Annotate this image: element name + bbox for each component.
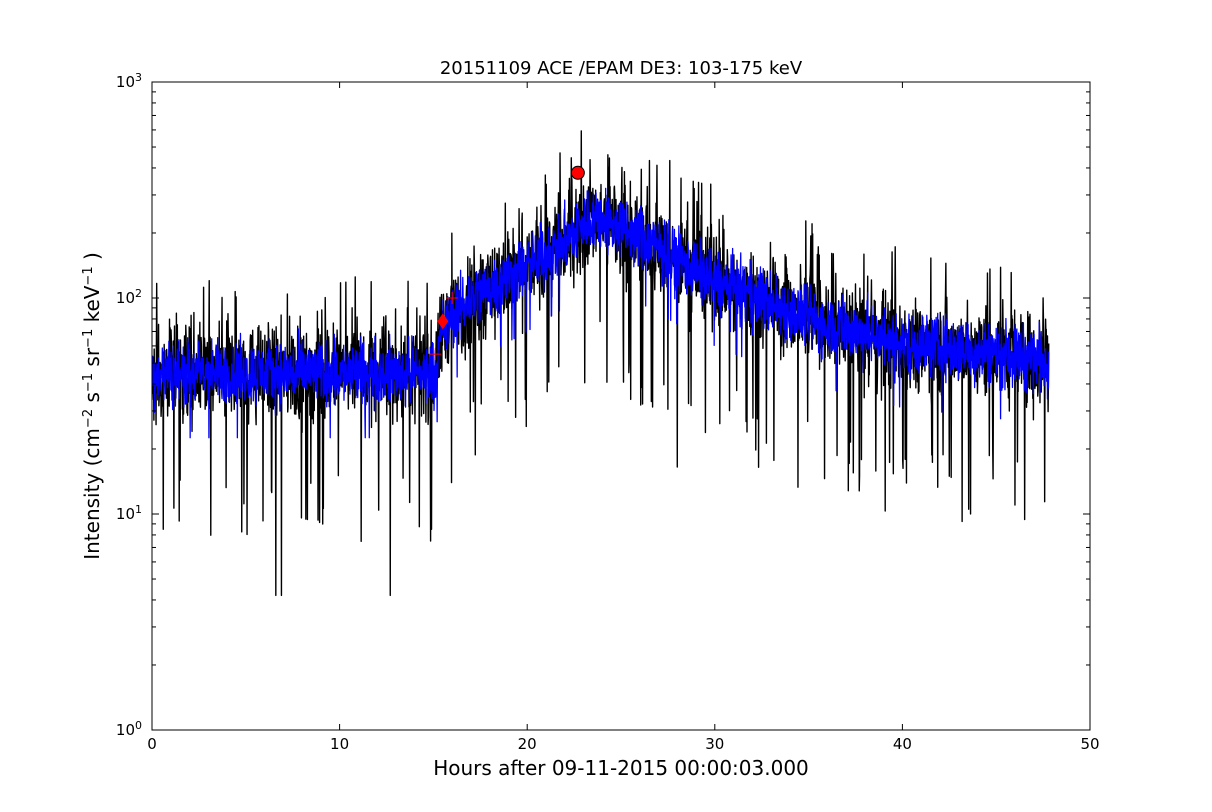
x-axis: 0 10 20 30 40 50 <box>147 82 1100 753</box>
y-axis-label-text: sr <box>80 347 104 373</box>
y-axis-label-text: s <box>80 392 104 409</box>
x-tick-label: 10 <box>330 735 349 753</box>
y-axis-label-exponent: −1 <box>81 266 96 285</box>
chart-title: 20151109 ACE /EPAM DE3: 103-175 keV <box>440 58 803 79</box>
event-markers <box>429 165 585 361</box>
x-tick-label: 50 <box>1080 735 1099 753</box>
x-tick-label: 20 <box>518 735 537 753</box>
y-axis-label-exponent: −1 <box>81 373 96 392</box>
x-axis-label: Hours after 09-11-2015 00:00:03.000 <box>433 756 809 780</box>
plot-area <box>152 130 1050 597</box>
smoothed-intensity-series <box>152 187 1050 439</box>
y-axis-label: Intensity (cm−2 s−1 sr−1 keV−1 ) <box>80 252 104 560</box>
y-axis-label-exponent: −2 <box>81 409 96 428</box>
y-axis-label-text: ) <box>80 252 104 266</box>
axes-frame <box>151 81 1091 731</box>
peak-marker <box>570 165 585 180</box>
onset-window-marker <box>429 348 442 361</box>
y-axis: 100 101 102 103 <box>116 71 1090 740</box>
y-tick-label: 101 <box>116 503 142 524</box>
y-tick-label: 102 <box>116 287 142 308</box>
onset-marker <box>437 313 449 330</box>
x-tick-label: 40 <box>893 735 912 753</box>
x-tick-label: 30 <box>705 735 724 753</box>
x-tick-label: 0 <box>147 735 157 753</box>
onset-window-marker <box>446 292 459 304</box>
y-axis-label-text: keV <box>80 285 104 329</box>
y-axis-label-text: Intensity (cm <box>80 428 104 560</box>
y-tick-label: 100 <box>116 719 142 740</box>
y-tick-label: 103 <box>116 71 142 92</box>
y-axis-label-exponent: −1 <box>81 329 96 348</box>
raw-intensity-series <box>152 130 1050 597</box>
